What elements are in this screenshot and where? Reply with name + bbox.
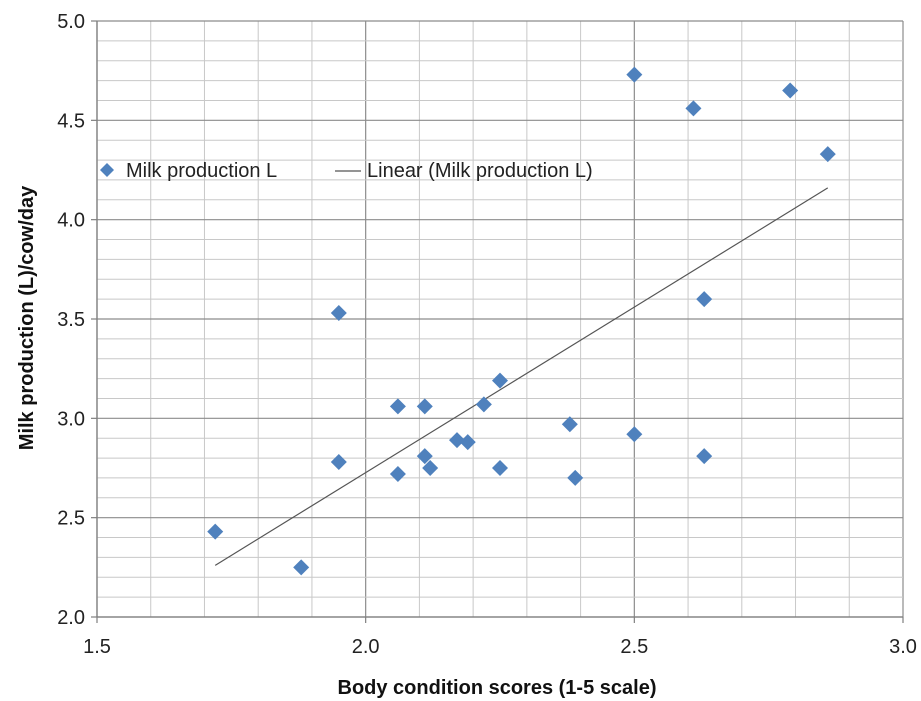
trendline: [214, 187, 829, 566]
data-point-diamond: [416, 448, 433, 465]
data-point-diamond: [561, 416, 578, 433]
grid: [96, 20, 904, 618]
x-axis-title: Body condition scores (1-5 scale): [338, 677, 657, 699]
legend-label-series: Milk production L: [126, 160, 277, 182]
data-point-diamond: [685, 100, 702, 117]
legend-label-trendline: Linear (Milk production L): [367, 160, 593, 182]
data-point-diamond: [819, 146, 836, 163]
y-axis-title: Milk production (L)/cow/day: [16, 185, 38, 450]
axes: [91, 20, 904, 623]
data-point-diamond: [782, 82, 799, 99]
data-point-diamond: [492, 372, 508, 389]
data-point-diamond: [696, 291, 713, 308]
x-tick-label: 2.5: [620, 636, 648, 658]
data-point-diamond: [389, 398, 406, 415]
legend-diamond-icon: [100, 163, 114, 177]
y-tick-label: 4.0: [57, 210, 85, 232]
y-tick-label: 3.5: [57, 309, 85, 331]
y-tick-label: 2.5: [57, 508, 85, 530]
x-tick-label: 2.0: [352, 636, 380, 658]
trendline-group: [214, 187, 829, 566]
data-point-diamond: [449, 432, 466, 449]
data-point-diamond: [416, 398, 433, 415]
x-tick-label: 3.0: [889, 636, 917, 658]
data-point-diamond: [389, 465, 406, 482]
y-tick-label: 5.0: [57, 11, 85, 33]
y-tick-label: 3.0: [57, 408, 85, 430]
x-axis-ticks: 1.5 2.0 2.5 3.0: [83, 636, 917, 658]
x-tick-label: 1.5: [83, 636, 111, 658]
data-points: [207, 66, 836, 576]
data-point-diamond: [330, 454, 347, 471]
data-point-diamond: [492, 460, 508, 476]
data-point-diamond: [207, 523, 224, 540]
data-point-diamond: [626, 66, 643, 83]
y-tick-label: 2.0: [57, 607, 85, 629]
data-point-diamond: [293, 559, 310, 576]
data-point-diamond: [626, 426, 643, 443]
data-point-diamond: [475, 396, 492, 413]
data-point-diamond: [567, 469, 584, 486]
y-tick-label: 4.5: [57, 110, 85, 132]
legend: Milk production L Linear (Milk productio…: [100, 160, 593, 182]
data-point-diamond: [422, 460, 439, 476]
data-point-diamond: [459, 434, 476, 451]
y-axis-ticks: 2.0 2.5 3.0 3.5 4.0 4.5 5.0: [57, 11, 85, 629]
data-point-diamond: [696, 448, 713, 465]
data-point-diamond: [330, 305, 347, 322]
